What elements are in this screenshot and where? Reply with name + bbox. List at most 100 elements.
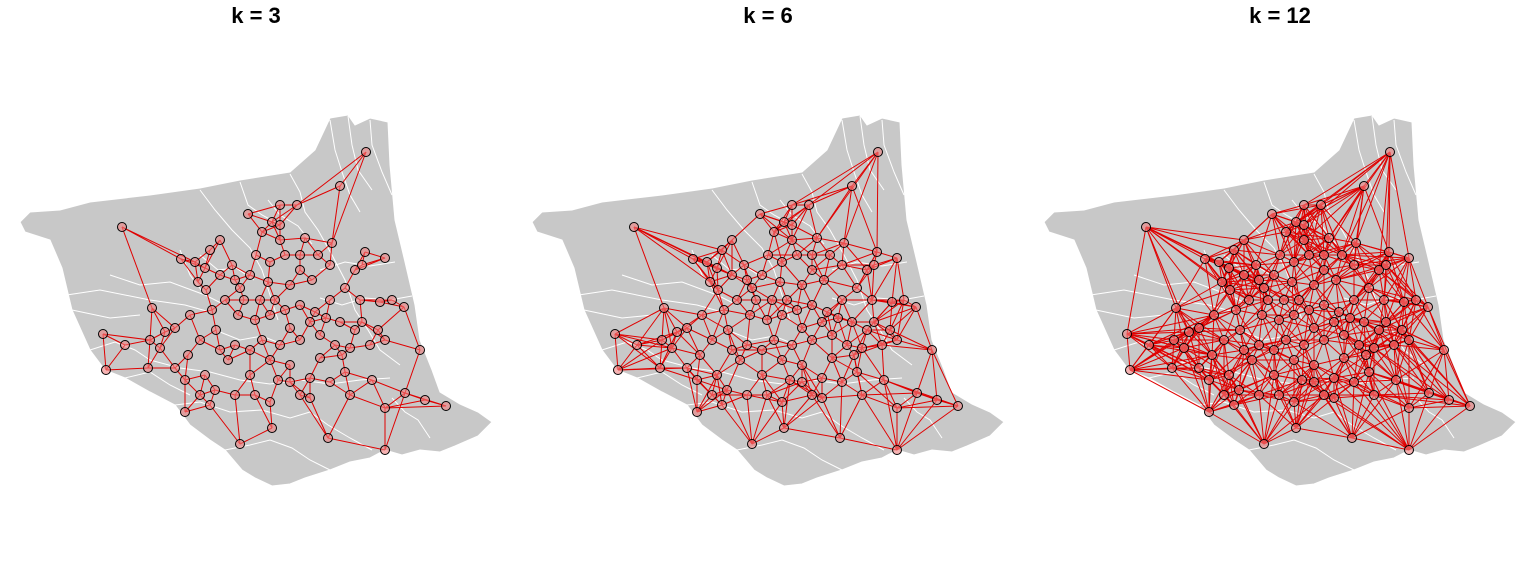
district-boundary — [841, 119, 873, 213]
centroid-node — [1184, 327, 1194, 337]
neighbour-edge — [1243, 239, 1275, 276]
centroid-node — [873, 147, 883, 157]
neighbour-edge — [1278, 381, 1315, 396]
neighbour-edge — [384, 405, 447, 409]
neighbour-edge — [299, 394, 329, 439]
neighbour-edge — [773, 204, 810, 233]
neighbour-edge — [751, 394, 768, 445]
centroid-node — [200, 263, 210, 273]
centroid-node — [230, 275, 240, 285]
district-boundary — [71, 309, 141, 319]
neighbour-edge — [851, 185, 878, 253]
neighbour-edge — [1175, 289, 1231, 309]
centroid-node — [1329, 317, 1339, 327]
neighbour-edge — [1293, 401, 1353, 439]
neighbour-edge — [1171, 367, 1210, 413]
neighbour-edge — [1263, 394, 1280, 445]
centroid-node — [1207, 350, 1217, 360]
neighbour-edge — [121, 226, 182, 260]
centroid-node — [1354, 340, 1364, 350]
centroid-node — [1194, 323, 1204, 333]
district-boundary — [319, 295, 413, 306]
neighbour-edge — [1351, 437, 1410, 451]
neighbour-edge — [1293, 261, 1315, 286]
centroid-node — [1304, 305, 1314, 315]
centroid-node — [307, 275, 317, 285]
neighbour-edge — [861, 347, 885, 381]
centroid-node — [215, 235, 225, 245]
neighbour-edge — [727, 329, 741, 361]
neighbour-edge — [1320, 204, 1343, 256]
centroid-node — [1257, 310, 1267, 320]
neighbour-edge — [1320, 204, 1325, 256]
neighbour-edge — [1239, 329, 1275, 351]
centroid-node — [300, 233, 310, 243]
centroid-node — [912, 388, 922, 398]
centroid-node — [285, 377, 295, 387]
centroid-node — [295, 335, 305, 345]
centroid-node — [769, 335, 779, 345]
centroid-node — [295, 250, 305, 260]
centroid-node — [160, 327, 170, 337]
neighbour-edge — [1303, 151, 1391, 206]
centroid-node — [98, 329, 108, 339]
neighbour-edge — [661, 307, 665, 341]
centroid-node — [380, 403, 390, 413]
neighbour-edge — [614, 333, 619, 371]
centroid-node — [280, 305, 290, 315]
neighbour-edge — [1213, 314, 1241, 331]
centroid-node — [1224, 263, 1234, 273]
neighbour-edge — [1271, 213, 1295, 263]
centroid-node — [1214, 257, 1224, 267]
neighbour-edge — [404, 349, 421, 394]
centroid-node — [1424, 388, 1434, 398]
centroid-node — [195, 335, 205, 345]
centroid-node — [275, 200, 285, 210]
neighbour-edge — [1295, 427, 1353, 439]
centroid-node — [1269, 345, 1279, 355]
centroid-node — [807, 300, 817, 310]
neighbour-edge — [873, 299, 905, 323]
centroid-node — [1224, 370, 1234, 380]
centroid-node — [355, 295, 365, 305]
neighbour-edge — [1393, 344, 1430, 394]
neighbour-edge — [746, 394, 753, 445]
neighbour-edge — [701, 314, 729, 331]
centroid-node — [1364, 283, 1374, 293]
centroid-node — [315, 330, 325, 340]
centroid-node — [1379, 295, 1389, 305]
neighbour-edge — [861, 394, 898, 451]
centroid-node — [869, 260, 879, 270]
centroid-node — [1254, 390, 1264, 400]
neighbour-edge — [1353, 251, 1390, 301]
neighbour-edge — [1129, 307, 1177, 371]
neighbour-edge — [1175, 307, 1185, 349]
centroid-node — [932, 395, 942, 405]
centroid-node — [697, 310, 707, 320]
centroid-node — [787, 200, 797, 210]
centroid-node — [1269, 270, 1279, 280]
centroid-node — [835, 433, 845, 443]
centroid-node — [1179, 343, 1189, 353]
centroid-node — [275, 235, 285, 245]
centroid-node — [1281, 227, 1291, 237]
centroid-node — [1291, 423, 1301, 433]
centroid-node — [1404, 445, 1414, 455]
neighbour-edge — [841, 251, 878, 266]
neighbour-edge — [881, 344, 933, 351]
centroid-node — [757, 370, 767, 380]
neighbour-edge — [1353, 344, 1360, 383]
neighbour-edge — [871, 257, 898, 301]
centroid-node — [787, 340, 797, 350]
neighbour-edge — [1368, 371, 1410, 451]
neighbour-edge — [1303, 309, 1310, 346]
centroid-node — [797, 360, 807, 370]
neighbour-edge — [783, 427, 841, 439]
centroid-node — [400, 388, 410, 398]
centroid-node — [1239, 345, 1249, 355]
neighbour-edge — [1188, 314, 1215, 333]
centroid-node — [1287, 277, 1297, 287]
neighbour-edge — [686, 367, 718, 376]
centroid-node — [1263, 295, 1273, 305]
centroid-node — [1309, 280, 1319, 290]
